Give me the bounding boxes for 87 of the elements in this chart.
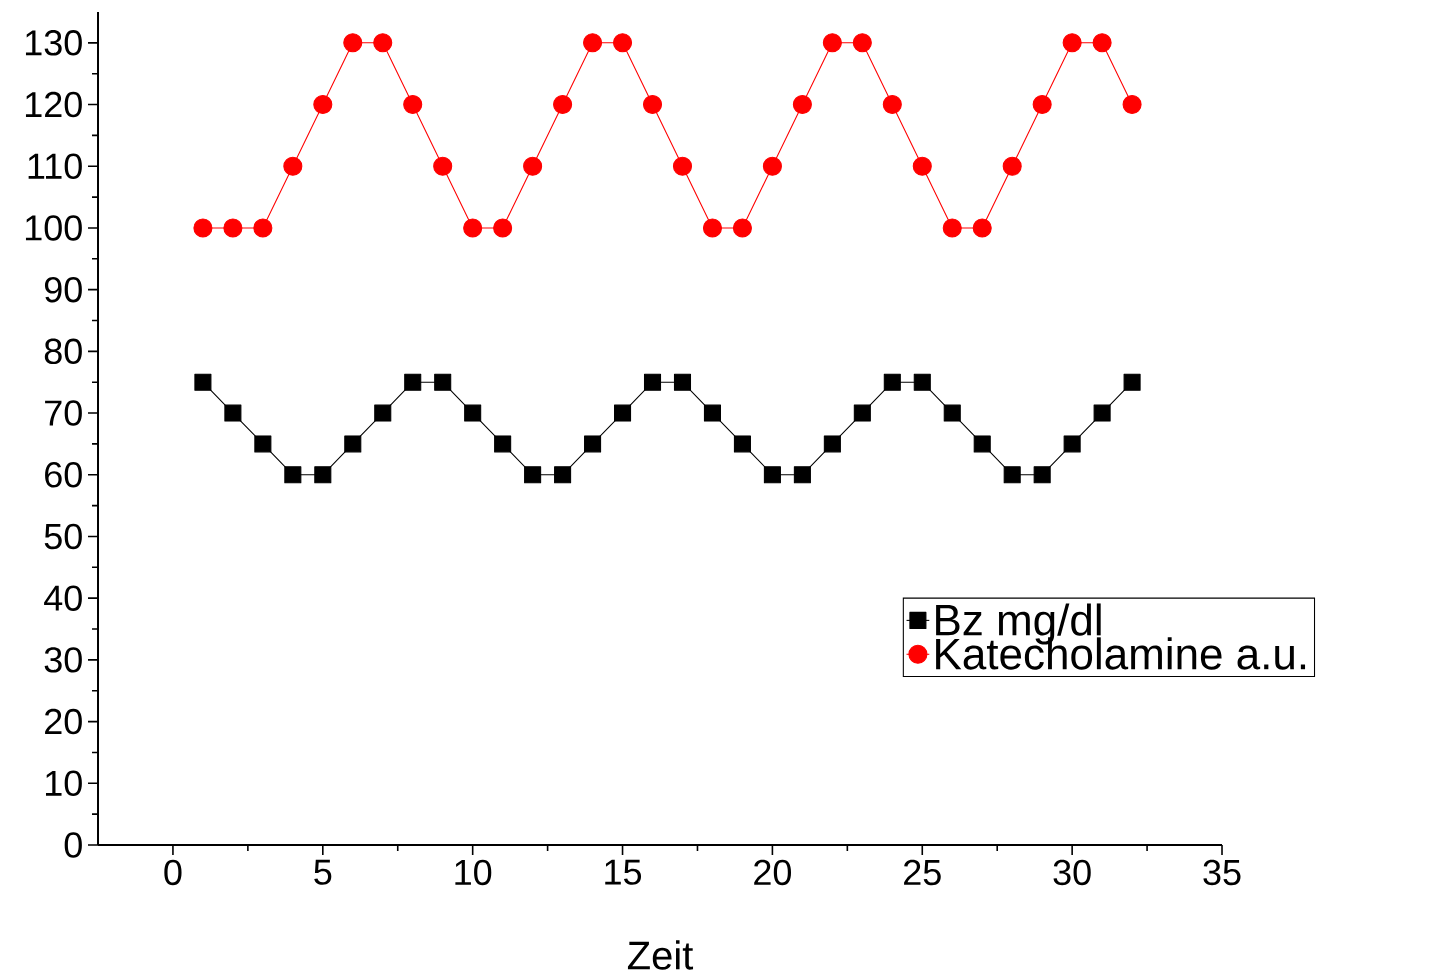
point xyxy=(344,435,362,453)
y-tick-label: 40 xyxy=(44,585,82,611)
point xyxy=(1092,33,1112,53)
y-tick-label: 20 xyxy=(45,708,82,735)
point xyxy=(792,95,812,115)
y-tick-label: 130 xyxy=(25,30,82,56)
point xyxy=(1123,373,1141,391)
point xyxy=(1122,95,1142,115)
point xyxy=(763,466,781,484)
point xyxy=(702,218,722,238)
x-tick-label: 15 xyxy=(605,859,642,885)
point xyxy=(1032,95,1052,115)
point xyxy=(374,404,392,422)
point xyxy=(223,218,243,238)
y-tick-label: 50 xyxy=(44,523,82,550)
point xyxy=(1003,466,1021,484)
point xyxy=(733,435,751,453)
point xyxy=(434,373,452,391)
point xyxy=(313,95,333,115)
x-tick-label: 30 xyxy=(1053,859,1091,886)
point xyxy=(732,218,752,238)
point xyxy=(283,156,303,176)
y-tick-label: 10 xyxy=(45,770,82,797)
y-tick-label: 100 xyxy=(25,215,82,241)
point xyxy=(883,373,901,391)
x-tick-label: 20 xyxy=(754,859,792,886)
y-tick-label: 60 xyxy=(45,462,82,488)
point xyxy=(224,404,242,422)
y-tick-label: 90 xyxy=(44,276,82,303)
point xyxy=(822,33,842,53)
point xyxy=(284,466,302,484)
y-tick-label: 30 xyxy=(44,647,82,673)
point xyxy=(1062,33,1082,53)
x-tick-label: 25 xyxy=(904,859,941,886)
x-tick-label: 10 xyxy=(455,859,492,886)
point xyxy=(584,435,602,453)
point xyxy=(673,373,692,391)
point xyxy=(943,404,961,422)
point xyxy=(193,218,213,238)
point xyxy=(912,156,932,176)
point xyxy=(973,435,991,453)
point xyxy=(194,373,212,391)
x-tick-label: 5 xyxy=(314,859,332,885)
point xyxy=(404,373,422,391)
point xyxy=(254,435,272,453)
point xyxy=(793,466,811,484)
point xyxy=(253,218,273,238)
point xyxy=(403,95,423,115)
point xyxy=(913,373,931,391)
y-tick-label: 80 xyxy=(44,338,82,365)
point xyxy=(464,404,482,422)
y-tick-label: 0 xyxy=(64,832,82,858)
point xyxy=(1093,404,1111,422)
point xyxy=(972,218,992,238)
point xyxy=(523,156,543,176)
point xyxy=(1033,466,1051,484)
point xyxy=(524,466,542,484)
y-tick-label: 70 xyxy=(45,400,82,426)
point xyxy=(433,156,453,176)
point xyxy=(373,33,393,53)
point xyxy=(643,373,662,391)
x-axis-title: Zeit xyxy=(627,940,694,970)
point xyxy=(614,404,632,422)
point xyxy=(823,435,841,453)
point xyxy=(853,404,871,422)
point xyxy=(852,33,872,53)
point xyxy=(762,156,782,176)
point xyxy=(583,33,603,53)
point xyxy=(494,435,512,453)
point xyxy=(882,95,902,115)
point xyxy=(314,466,332,484)
point xyxy=(1002,156,1022,176)
point xyxy=(942,218,962,238)
point xyxy=(493,218,513,238)
point xyxy=(642,95,663,115)
point xyxy=(703,404,721,422)
point xyxy=(463,218,483,238)
point xyxy=(672,156,693,176)
point xyxy=(1063,435,1081,453)
point xyxy=(613,33,633,53)
x-tick-label: 35 xyxy=(1203,859,1241,886)
y-tick-label: 110 xyxy=(28,153,82,179)
y-tick-label: 120 xyxy=(25,91,82,118)
point xyxy=(554,466,572,484)
point xyxy=(553,95,573,115)
point xyxy=(343,33,363,53)
x-tick-label: 0 xyxy=(164,859,182,886)
